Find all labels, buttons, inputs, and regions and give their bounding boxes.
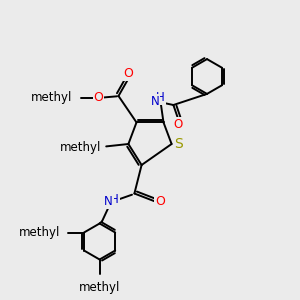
Text: H: H xyxy=(110,193,119,206)
Text: N: N xyxy=(104,195,113,208)
Text: O: O xyxy=(155,195,165,208)
Text: methyl: methyl xyxy=(59,141,101,154)
Text: methyl: methyl xyxy=(19,226,61,239)
Text: H: H xyxy=(156,91,165,104)
Text: O: O xyxy=(174,118,183,131)
Text: S: S xyxy=(174,137,183,151)
Text: O: O xyxy=(124,67,133,80)
Text: N: N xyxy=(151,95,160,108)
Text: O: O xyxy=(94,91,103,104)
Text: methyl: methyl xyxy=(31,91,73,104)
Text: methyl: methyl xyxy=(79,281,120,294)
